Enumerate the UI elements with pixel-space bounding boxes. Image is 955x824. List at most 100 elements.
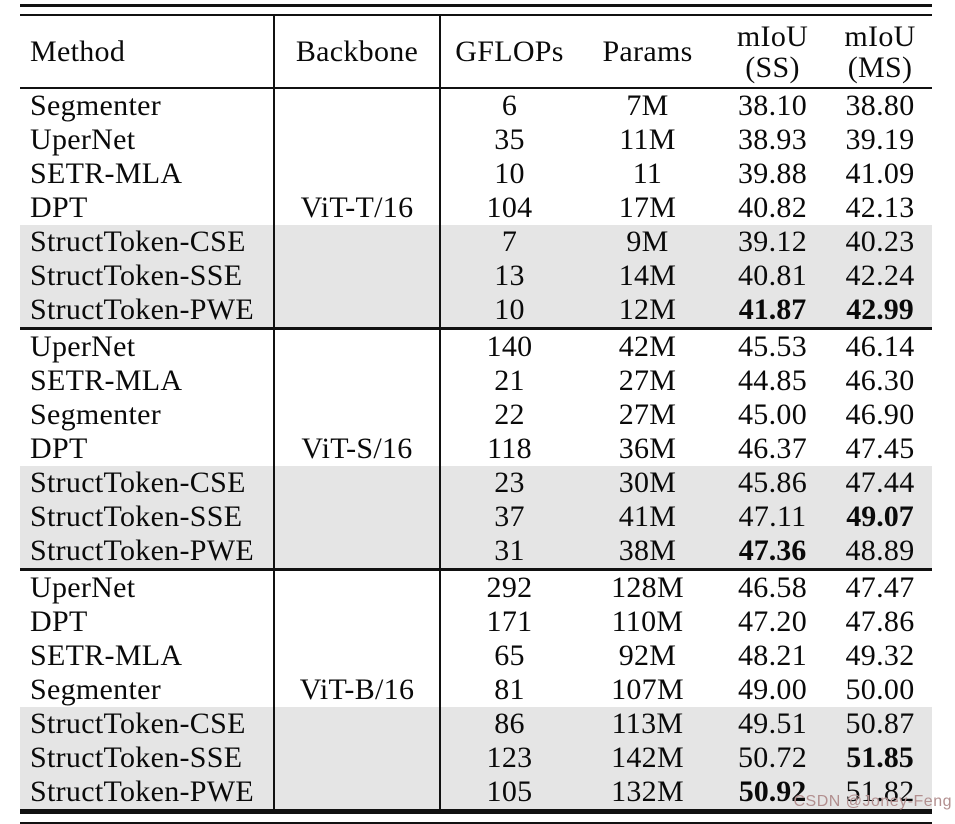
miou-ss-cell: 38.93: [738, 123, 807, 156]
table-row: SETR-MLA 21 27M 44.85 46.30: [20, 364, 932, 398]
miou-ss-cell: 38.10: [738, 89, 807, 122]
miou-ss-cell: 46.37: [738, 432, 807, 465]
params-cell: 107M: [611, 673, 684, 706]
watermark: CSDN @Joney-Feng: [793, 793, 952, 810]
table-body: Segmenter 6 7M 38.10 38.80 UperNet 35 11M 38.93 3…: [20, 88, 932, 812]
table-row: StructToken-CSE 7 9M 39.12 40.23: [20, 225, 932, 259]
gflops-cell: 21: [494, 364, 525, 397]
miou-ms-cell: 50.87: [828, 707, 932, 741]
backbone-cell: [274, 123, 441, 157]
method-cell: SETR-MLA: [20, 157, 275, 191]
header-miou-ss-line2: (SS): [745, 50, 800, 84]
header-miou-ss: mIoU (SS): [717, 16, 828, 89]
table-row: Segmenter 22 27M 45.00 46.90: [20, 398, 932, 432]
params-cell: 27M: [618, 364, 677, 397]
miou-ms-cell: 40.23: [828, 225, 932, 259]
method-cell: StructToken-CSE: [20, 466, 275, 500]
gflops-cell: 105: [440, 775, 578, 812]
miou-ss-cell: 40.82: [738, 191, 807, 224]
miou-ms-cell: 51.85: [828, 741, 932, 775]
backbone-cell: [274, 259, 441, 293]
gflops-cell: 140: [486, 330, 533, 363]
header-miou-ss-line1: mIoU: [736, 19, 809, 53]
header-backbone: Backbone: [274, 16, 441, 89]
header-miou-ms: mIoU (MS): [828, 16, 932, 89]
miou-ss-cell: 45.53: [738, 330, 807, 363]
method-cell: Segmenter: [20, 673, 275, 707]
miou-ms-cell: 42.24: [828, 259, 932, 293]
miou-ms-cell: 48.89: [828, 534, 932, 571]
miou-ms-cell: 42.99: [828, 293, 932, 330]
table-row: Segmenter 6 7M 38.10 38.80: [20, 88, 932, 123]
backbone-cell: [274, 569, 441, 605]
method-cell: UperNet: [20, 123, 275, 157]
params-cell: 11: [632, 157, 663, 190]
miou-ss-cell: 47.20: [738, 605, 807, 638]
miou-ms-cell: 49.07: [828, 500, 932, 534]
params-cell: 7M: [626, 89, 669, 122]
params-cell: 36M: [618, 432, 677, 465]
gflops-cell: 118: [487, 432, 532, 465]
gflops-cell: 13: [440, 259, 578, 293]
table-row: DPT 171 110M 47.20 47.86: [20, 605, 932, 639]
method-cell: UperNet: [20, 328, 275, 364]
gflops-cell: 37: [440, 500, 578, 534]
gflops-cell: 7: [440, 225, 578, 259]
params-cell: 17M: [618, 191, 677, 224]
method-cell: Segmenter: [20, 88, 275, 123]
backbone-cell: ViT-S/16: [274, 432, 441, 466]
header-params: Params: [578, 16, 717, 89]
gflops-cell: 65: [494, 639, 525, 672]
table-row: DPT ViT-T/16 104 17M 40.82 42.13: [20, 191, 932, 225]
miou-ms-cell: 41.09: [845, 157, 915, 190]
miou-ms-cell: 47.45: [845, 432, 915, 465]
params-cell: 38M: [578, 534, 717, 571]
backbone-cell: [274, 364, 441, 398]
gflops-cell: 35: [494, 123, 525, 156]
gflops-cell: 31: [440, 534, 578, 571]
miou-ms-cell: 46.90: [845, 398, 915, 431]
gflops-cell: 292: [486, 571, 533, 604]
method-cell: StructToken-PWE: [20, 775, 275, 812]
backbone-cell: ViT-B/16: [274, 673, 441, 707]
miou-ms-cell: 51.82: [828, 775, 932, 812]
backbone-cell: [274, 398, 441, 432]
backbone-cell: [274, 775, 441, 812]
params-cell: 41M: [578, 500, 717, 534]
backbone-cell: [274, 639, 441, 673]
gflops-cell: 104: [486, 191, 533, 224]
table-row: Segmenter ViT-B/16 81 107M 49.00 50.00: [20, 673, 932, 707]
method-cell: StructToken-PWE: [20, 534, 275, 571]
miou-ss-cell: 47.36: [717, 534, 828, 571]
backbone-cell: [274, 534, 441, 571]
miou-ms-cell: 46.30: [845, 364, 915, 397]
miou-ms-cell: 50.00: [845, 673, 915, 706]
params-cell: 132M: [578, 775, 717, 812]
backbone-cell: [274, 707, 441, 741]
method-cell: DPT: [20, 432, 275, 466]
method-cell: StructToken-SSE: [20, 500, 275, 534]
backbone-cell: [274, 741, 441, 775]
miou-ms-cell: 39.19: [845, 123, 915, 156]
method-cell: StructToken-SSE: [20, 741, 275, 775]
table-row: UperNet 140 42M 45.53 46.14: [20, 328, 932, 364]
miou-ss-cell: 48.21: [738, 639, 807, 672]
method-cell: Segmenter: [20, 398, 275, 432]
header-miou-ms-line2: (MS): [847, 50, 913, 84]
gflops-cell: 10: [494, 157, 525, 190]
header-row: Method Backbone GFLOPs Params mIoU (SS) m…: [20, 16, 932, 89]
miou-ss-cell: 45.86: [717, 466, 828, 500]
miou-ss-cell: 41.87: [717, 293, 828, 330]
miou-ss-cell: 50.92: [717, 775, 828, 812]
params-cell: 142M: [578, 741, 717, 775]
table-row: UperNet 35 11M 38.93 39.19: [20, 123, 932, 157]
results-table: Method Backbone GFLOPs Params mIoU (SS) m…: [20, 4, 952, 824]
params-cell: 27M: [618, 398, 677, 431]
gflops-cell: 6: [501, 89, 518, 122]
params-cell: 11M: [619, 123, 676, 156]
table-row: StructToken-PWE 10 12M 41.87 42.99: [20, 293, 932, 330]
table-row: StructToken-SSE 123 142M 50.72 51.85: [20, 741, 932, 775]
params-cell: 30M: [578, 466, 717, 500]
miou-ss-cell: 47.11: [717, 500, 828, 534]
